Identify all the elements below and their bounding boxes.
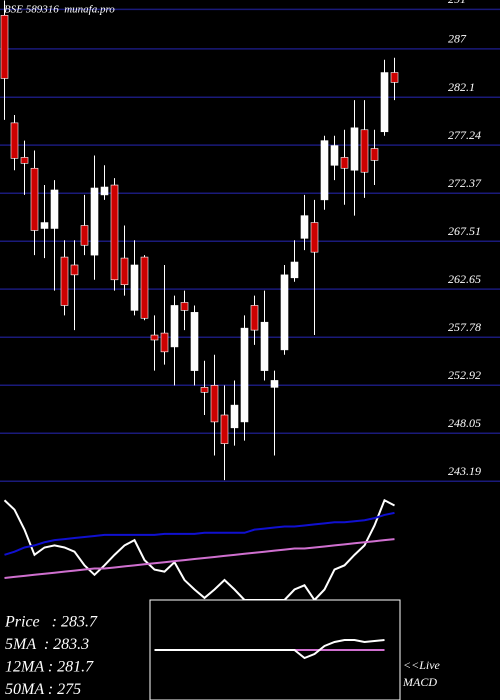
macd-label: MACD [402, 675, 437, 689]
candle-body [300, 215, 309, 239]
macd-live-label: <<Live [403, 658, 441, 672]
candle-body [290, 261, 299, 279]
reading: 5MA : 283.3 [5, 636, 89, 653]
candle-body [90, 187, 99, 256]
candle-body [130, 264, 139, 311]
y-tick-label: 262.65 [448, 272, 481, 286]
candle-body [210, 385, 219, 423]
y-tick-label: 267.51 [448, 224, 481, 238]
y-tick-label: 243.19 [448, 464, 481, 478]
candle-body [40, 222, 49, 229]
candle-body [30, 167, 39, 231]
y-tick-label: 257.78 [448, 320, 481, 334]
candle-body [80, 225, 89, 246]
candle-body [280, 274, 289, 351]
candle-body [390, 72, 399, 83]
candle-body [240, 327, 249, 423]
indicator-line [3, 498, 395, 602]
candle-body [360, 129, 369, 173]
candle-body [140, 256, 149, 319]
candle-body [180, 302, 189, 311]
candle-body [320, 140, 329, 201]
candle-body [350, 127, 359, 171]
reading: 50MA : 275 [5, 681, 81, 698]
candle-body [150, 334, 159, 341]
candle-body [310, 222, 319, 253]
reading: Price : 283.7 [4, 614, 98, 631]
indicator-line [4, 511, 395, 556]
candle-body [190, 312, 199, 371]
candle-body [50, 189, 59, 229]
candle-body [100, 186, 109, 196]
candle-body [270, 380, 279, 388]
candle-body [110, 184, 119, 281]
y-tick-label: 252.92 [448, 368, 481, 382]
y-tick-label: 282.1 [448, 80, 475, 94]
candle-body [70, 264, 79, 276]
candle-body [340, 157, 349, 169]
indicator-line [4, 538, 395, 579]
candle-body [60, 256, 69, 306]
y-tick-label: 277.24 [448, 128, 481, 142]
y-tick-label: 272.37 [448, 176, 482, 190]
candle-body [370, 148, 379, 161]
candle-body [10, 122, 19, 159]
reading: 12MA : 281.7 [5, 659, 94, 676]
macd-line [154, 639, 385, 660]
candle-body [220, 414, 229, 444]
candle-body [170, 305, 179, 348]
y-tick-label: 291 [448, 0, 466, 6]
candle-body [230, 404, 239, 429]
candle-body [0, 14, 9, 79]
chart-title: BSE 589316 munafa.pro [4, 4, 115, 16]
candle-body [160, 332, 169, 353]
candle-body [330, 145, 339, 166]
candle-body [200, 387, 209, 393]
y-tick-label: 287 [448, 32, 467, 46]
candle-body [250, 305, 259, 331]
candle-body [120, 257, 129, 286]
y-tick-label: 248.05 [448, 416, 481, 430]
candle-body [20, 157, 29, 164]
candle-body [260, 321, 269, 371]
candle-body [380, 72, 389, 133]
